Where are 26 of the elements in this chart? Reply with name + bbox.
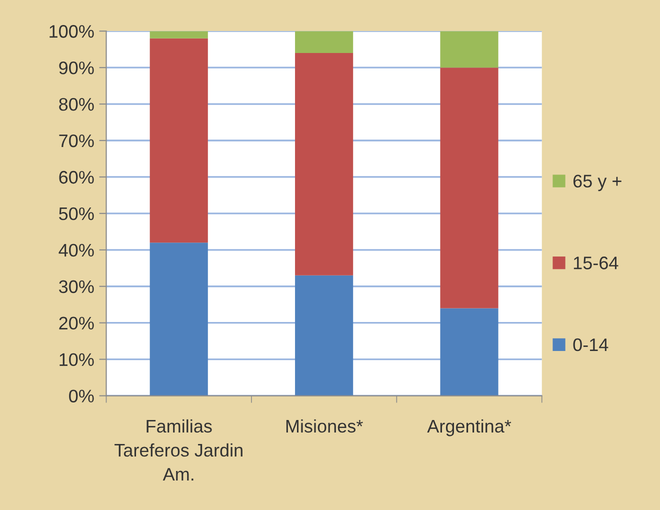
y-tick-label: 10% bbox=[60, 353, 94, 366]
bar bbox=[295, 31, 354, 53]
bar bbox=[440, 68, 498, 308]
x-tick-label: Familias Tareferos Jardin Am. bbox=[114, 419, 242, 481]
y-tick-label: 60% bbox=[59, 170, 94, 184]
bar bbox=[150, 31, 208, 38]
x-tick-label: Argentina* bbox=[427, 419, 512, 436]
y-tick-label: 30% bbox=[59, 280, 94, 294]
bar bbox=[440, 31, 498, 68]
y-tick-label: 0% bbox=[69, 390, 94, 402]
bar bbox=[440, 308, 498, 396]
y-tick-label: 80% bbox=[59, 98, 94, 111]
legend-label: 0-14 bbox=[573, 338, 608, 352]
y-tick-label: 40% bbox=[58, 244, 94, 257]
y-tick-label: 90% bbox=[59, 62, 94, 74]
bar bbox=[150, 242, 208, 396]
bar bbox=[295, 52, 354, 276]
bar bbox=[150, 38, 208, 243]
bar bbox=[295, 275, 354, 396]
y-tick-label: 70% bbox=[59, 134, 94, 148]
y-tick-label: 100% bbox=[50, 25, 94, 38]
y-tick-label: 50% bbox=[59, 207, 94, 220]
legend-label: 15-64 bbox=[574, 256, 618, 270]
x-tick-label: Misiones* bbox=[286, 419, 363, 433]
legend-label: 65 y + bbox=[573, 174, 622, 192]
y-tick-label: 20% bbox=[59, 316, 94, 330]
